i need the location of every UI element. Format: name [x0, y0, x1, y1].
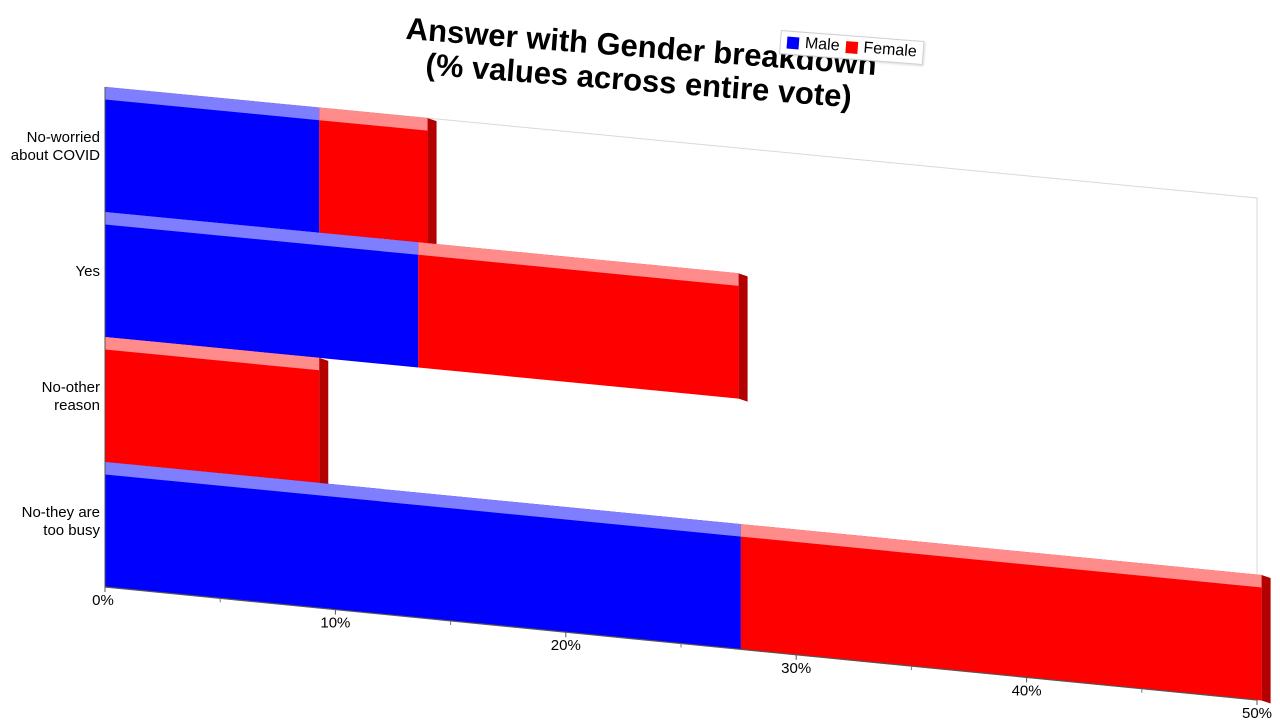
bar-top-male-0	[105, 87, 320, 121]
category-label-3: No-they are too busy	[0, 504, 100, 540]
bar-top-female-0	[319, 107, 428, 131]
bar-female-1	[418, 242, 739, 399]
category-label-1: Yes	[0, 263, 100, 281]
bar-top-female-2	[105, 337, 320, 371]
category-label-0: No-worried about COVID	[0, 129, 100, 165]
legend-item-female: Female	[845, 38, 918, 61]
x-tick-label: 30%	[781, 660, 811, 677]
bar-side-3	[1261, 574, 1271, 704]
bar-female-2	[105, 337, 320, 483]
bar-side-2	[319, 357, 329, 486]
x-tick-label: 0%	[92, 592, 114, 609]
legend-label-female: Female	[862, 39, 918, 61]
bar-top-male-3	[105, 462, 741, 537]
bar-male-1	[105, 212, 419, 368]
category-label-line: about COVID	[10, 146, 100, 164]
bar-side-1	[738, 273, 748, 402]
legend-item-male: Male	[786, 34, 840, 56]
legend-swatch-male	[786, 36, 800, 50]
bar-top-female-1	[418, 242, 739, 286]
bar-side-0	[427, 118, 437, 247]
category-label-2: No-other reason	[0, 379, 100, 415]
x-tick-label: 40%	[1012, 682, 1042, 699]
bar-top-female-3	[740, 524, 1262, 588]
x-tick-label: 50%	[1242, 705, 1272, 720]
legend-label-male: Male	[804, 34, 841, 55]
category-label-line: No-they are	[21, 503, 100, 521]
bar-female-0	[319, 107, 428, 244]
x-tick-label: 20%	[551, 637, 581, 654]
legend-swatch-female	[845, 41, 858, 54]
category-label-line: Yes	[75, 262, 100, 280]
category-label-line: No-worried	[26, 128, 100, 146]
bar-top-male-1	[105, 212, 419, 255]
bar-male-0	[105, 87, 320, 233]
category-label-line: No-other	[41, 378, 100, 396]
category-label-line: reason	[54, 396, 100, 414]
category-label-line: too busy	[43, 521, 100, 539]
x-tick-label: 10%	[320, 615, 350, 632]
